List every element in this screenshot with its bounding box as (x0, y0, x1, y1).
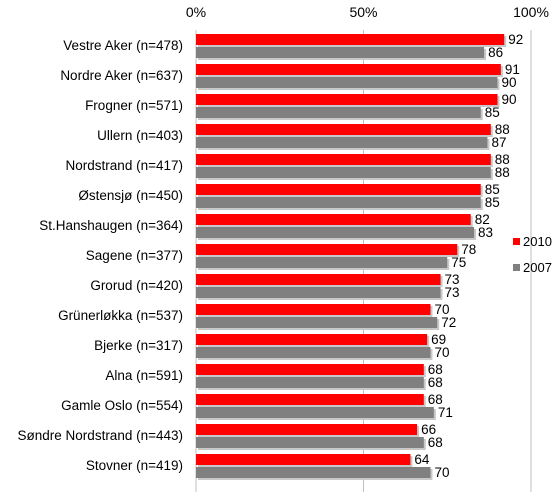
data-label-2007: 90 (502, 75, 517, 90)
x-tick-label: 100% (513, 4, 549, 20)
data-label-2010: 69 (431, 332, 446, 347)
category-label: Nordre Aker (n=637) (60, 68, 183, 83)
data-label-2010: 85 (485, 182, 500, 197)
data-label-2007: 75 (451, 255, 466, 270)
data-label-2007: 68 (428, 375, 443, 390)
data-label-2007: 85 (485, 195, 500, 210)
bar-2010 (196, 424, 418, 435)
data-label-2007: 68 (428, 435, 443, 450)
bar-2010 (196, 154, 491, 165)
data-label-2010: 91 (505, 62, 520, 77)
category-label: Østensjø (n=450) (78, 188, 183, 203)
data-label-2010: 92 (508, 32, 523, 47)
category-label: Bjerke (n=317) (94, 338, 183, 353)
bar-2007 (196, 347, 431, 358)
data-label-2007: 71 (438, 405, 453, 420)
legend-swatch-2010 (513, 238, 520, 245)
bar-2007 (196, 197, 481, 208)
data-label-2007: 70 (435, 345, 450, 360)
bar-2007 (196, 167, 491, 178)
category-label: Sagene (n=377) (86, 248, 183, 263)
data-label-2007: 73 (445, 285, 460, 300)
bar-2007 (196, 257, 448, 268)
bar-2007 (196, 47, 485, 58)
data-label-2007: 72 (441, 315, 456, 330)
data-label-2010: 68 (428, 362, 443, 377)
x-tick-label: 50% (349, 4, 377, 20)
data-label-2010: 73 (445, 272, 460, 287)
legend-label-2007: 2007 (523, 260, 552, 275)
data-label-2007: 88 (495, 165, 510, 180)
data-label-2010: 64 (414, 452, 430, 467)
bar-2007 (196, 227, 475, 238)
category-label: Gamle Oslo (n=554) (61, 398, 183, 413)
data-label-2007: 86 (488, 45, 503, 60)
bar-2010 (196, 64, 501, 75)
data-label-2007: 87 (491, 135, 506, 150)
category-label: Alna (n=591) (105, 368, 183, 383)
bar-2007 (196, 107, 481, 118)
legend: 2010 2007 (513, 234, 552, 275)
bar-2010 (196, 274, 441, 285)
bars (196, 34, 507, 480)
data-label-2007: 85 (485, 105, 500, 120)
bar-2010 (196, 34, 505, 45)
data-label-2010: 82 (475, 212, 490, 227)
bar-2010 (196, 454, 411, 465)
bar-2007 (196, 317, 438, 328)
data-labels: 9286919090858887888885858283787573737072… (414, 32, 523, 480)
bar-2010 (196, 214, 471, 225)
category-label: Søndre Nordstrand (n=443) (18, 428, 183, 443)
category-labels: Vestre Aker (n=478) Nordre Aker (n=637) Fr… (18, 38, 183, 473)
bar-2010 (196, 184, 481, 195)
data-label-2010: 70 (435, 302, 450, 317)
data-label-2007: 83 (478, 225, 493, 240)
bar-2007 (196, 137, 488, 148)
legend-label-2010: 2010 (523, 234, 552, 249)
data-label-2007: 70 (435, 465, 450, 480)
data-label-2010: 88 (495, 152, 510, 167)
data-label-2010: 88 (495, 122, 510, 137)
x-tick-label: 0% (186, 4, 206, 20)
data-label-2010: 66 (421, 422, 436, 437)
category-label: St.Hanshaugen (n=364) (39, 218, 183, 233)
category-label: Nordstrand (n=417) (66, 158, 183, 173)
data-label-2010: 68 (428, 392, 443, 407)
bar-2010 (196, 304, 431, 315)
category-label: Stovner (n=419) (86, 458, 183, 473)
bar-2007 (196, 77, 498, 88)
bar-2010 (196, 334, 428, 345)
bar-2007 (196, 377, 424, 388)
category-label: Grorud (n=420) (90, 278, 183, 293)
bar-2010 (196, 94, 498, 105)
bar-2010 (196, 364, 424, 375)
data-label-2010: 90 (502, 92, 517, 107)
bar-2007 (196, 467, 431, 478)
bar-2010 (196, 394, 424, 405)
bar-2010 (196, 244, 458, 255)
data-label-2010: 78 (461, 242, 476, 257)
bar-2010 (196, 124, 491, 135)
category-label: Frogner (n=571) (85, 98, 183, 113)
legend-swatch-2007 (513, 264, 520, 271)
category-label: Ullern (n=403) (97, 128, 183, 143)
category-label: Grünerløkka (n=537) (58, 308, 183, 323)
bar-2007 (196, 287, 441, 298)
category-label: Vestre Aker (n=478) (63, 38, 183, 53)
bar-2007 (196, 437, 424, 448)
x-axis-ticks: 0% 50% 100% (186, 4, 549, 20)
bar-2007 (196, 407, 434, 418)
